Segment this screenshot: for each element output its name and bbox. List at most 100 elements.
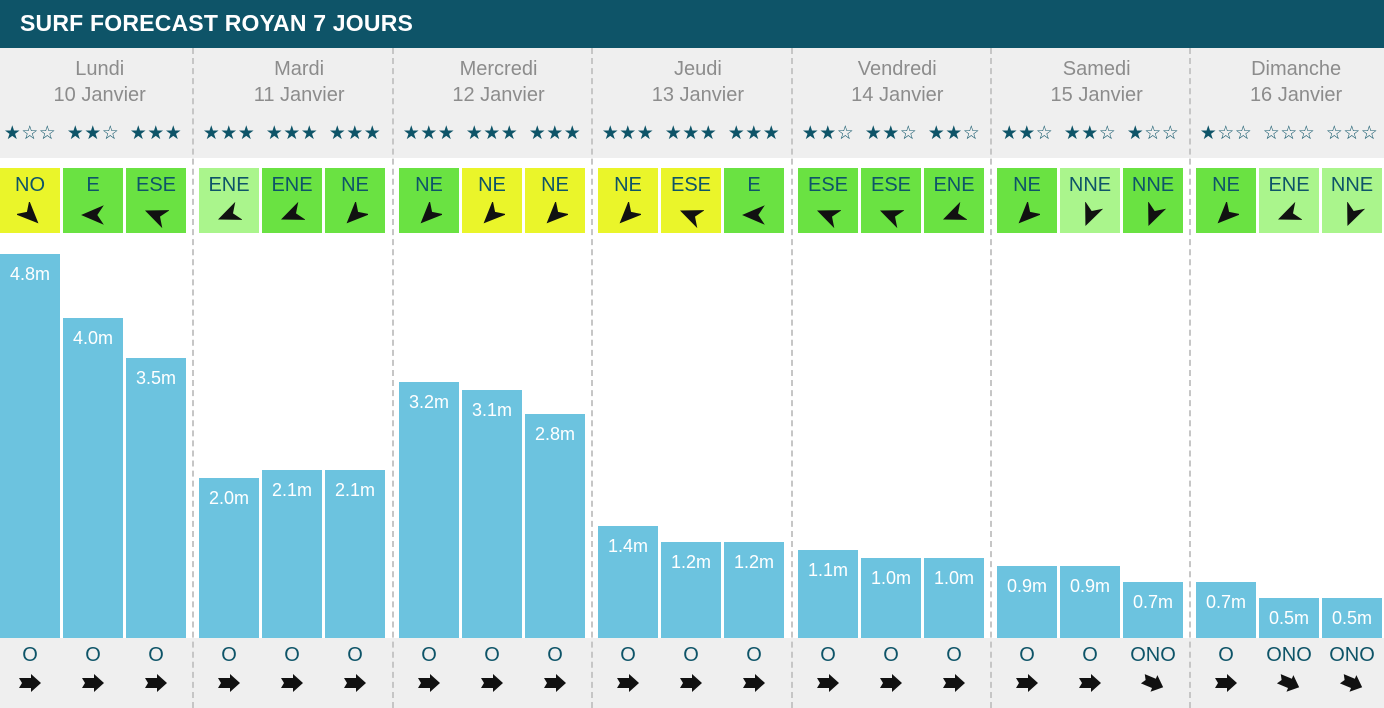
wind-direction-arrow-icon bbox=[217, 202, 242, 220]
swell-direction-label: O bbox=[683, 644, 699, 666]
rating-stars: ★★★ bbox=[402, 123, 456, 144]
swell-direction-arrow-icon bbox=[281, 674, 303, 692]
swell-direction-label: ONO bbox=[1329, 644, 1375, 666]
rating-stars: ★★☆ bbox=[1000, 123, 1054, 144]
rating-stars: ★★★ bbox=[664, 123, 718, 144]
swell-direction-arrow-icon bbox=[344, 674, 366, 692]
wind-direction-label: E bbox=[747, 174, 761, 196]
wave-height-label: 1.0m bbox=[933, 568, 975, 588]
swell-direction-label: O bbox=[1082, 644, 1098, 666]
wind-box: ENE bbox=[262, 168, 322, 233]
wave-height-label: 0.9m bbox=[1069, 576, 1111, 596]
rating-stars: ★★☆ bbox=[801, 123, 855, 144]
wind-direction-label: NE bbox=[1013, 174, 1041, 196]
wave-height-bar: 4.0m bbox=[63, 318, 123, 638]
wave-height-bar: 3.2m bbox=[399, 382, 459, 638]
day-header: Mardi 11 Janvier bbox=[199, 48, 398, 128]
rating-stars: ★★★ bbox=[465, 123, 519, 144]
wave-height-bar: 0.5m bbox=[1259, 598, 1319, 638]
wind-box: NE bbox=[325, 168, 385, 233]
swell-direction-label: O bbox=[22, 644, 38, 666]
wind-box: ENE bbox=[924, 168, 984, 233]
day-divider bbox=[990, 48, 992, 708]
wind-direction-label: NE bbox=[1212, 174, 1240, 196]
wave-height-bar: 0.9m bbox=[1060, 566, 1120, 638]
day-header: Jeudi 13 Janvier bbox=[598, 48, 797, 128]
swell-band bbox=[0, 638, 1384, 708]
swell-direction-label: O bbox=[421, 644, 437, 666]
wind-box: NE bbox=[462, 168, 522, 233]
swell-direction-label: O bbox=[85, 644, 101, 666]
wind-direction-label: NE bbox=[541, 174, 569, 196]
rating-stars: ★★☆ bbox=[864, 123, 918, 144]
wave-height-bar: 2.8m bbox=[525, 414, 585, 638]
swell-direction-arrow-icon bbox=[1079, 674, 1101, 692]
wind-direction-label: NE bbox=[341, 174, 369, 196]
day-header: Lundi 10 Janvier bbox=[0, 48, 199, 128]
wind-box: NE bbox=[1196, 168, 1256, 233]
day-divider bbox=[192, 48, 195, 708]
wind-direction-label: NNE bbox=[1330, 174, 1374, 196]
rating-stars: ★★★ bbox=[727, 123, 781, 144]
rating-stars: ★★★ bbox=[202, 123, 256, 144]
day-divider bbox=[790, 48, 793, 708]
swell-direction-arrow-icon bbox=[880, 674, 902, 692]
wind-direction-label: ESE bbox=[870, 174, 912, 196]
wind-direction-arrow-icon bbox=[1018, 202, 1040, 224]
day-date: 12 Janvier bbox=[452, 84, 545, 106]
swell-direction-arrow-icon bbox=[1215, 674, 1237, 692]
swell-direction-label: O bbox=[547, 644, 563, 666]
wind-direction-label: NE bbox=[614, 174, 642, 196]
wind-direction-arrow-icon bbox=[816, 210, 841, 228]
wind-direction-arrow-icon bbox=[742, 205, 765, 225]
rating-stars: ★★★ bbox=[601, 123, 655, 144]
swell-direction-arrow-icon bbox=[481, 674, 503, 692]
swell-direction-label: O bbox=[820, 644, 836, 666]
day-divider bbox=[1189, 48, 1192, 708]
swell-direction-arrow-icon bbox=[1339, 674, 1363, 692]
wind-direction-label: NO bbox=[15, 174, 45, 196]
page-title: SURF FORECAST ROYAN 7 JOURS bbox=[20, 10, 414, 36]
wave-height-label: 3.2m bbox=[408, 392, 450, 412]
wind-box: ESE bbox=[861, 168, 921, 233]
swell-direction-label: O bbox=[284, 644, 300, 666]
header: SURF FORECAST ROYAN 7 JOURS bbox=[0, 0, 1384, 48]
day-name: Vendredi bbox=[857, 58, 937, 80]
wind-direction-arrow-icon bbox=[346, 202, 368, 224]
wave-height-bar: 3.1m bbox=[462, 390, 522, 638]
wind-box: NO bbox=[0, 168, 60, 233]
swell-direction-label: O bbox=[148, 644, 164, 666]
wind-box: NE bbox=[525, 168, 585, 233]
wind-direction-arrow-icon bbox=[942, 202, 967, 220]
day-date: 16 Janvier bbox=[1249, 84, 1343, 106]
wave-height-label: 0.5m bbox=[1268, 608, 1310, 628]
wind-direction-arrow-icon bbox=[1217, 202, 1239, 224]
wave-height-label: 0.9m bbox=[1006, 576, 1048, 596]
day-name: Lundi bbox=[75, 58, 125, 80]
wind-direction-label: E bbox=[86, 174, 100, 196]
swell-direction-label: O bbox=[620, 644, 636, 666]
wind-direction-arrow-icon bbox=[1347, 202, 1365, 227]
swell-direction-arrow-icon bbox=[617, 674, 639, 692]
swell-direction-arrow-icon bbox=[943, 674, 965, 692]
rating-stars: ☆☆☆ bbox=[1325, 123, 1379, 144]
wind-direction-arrow-icon bbox=[280, 202, 305, 220]
day-name: Mardi bbox=[274, 58, 325, 80]
wave-height-label: 4.8m bbox=[9, 264, 51, 284]
wind-box: ESE bbox=[126, 168, 186, 233]
rating-stars: ★☆☆ bbox=[1126, 123, 1180, 144]
wave-height-bar: 2.1m bbox=[262, 470, 322, 638]
rating-stars: ★★★ bbox=[129, 123, 183, 144]
rating-stars: ★★☆ bbox=[927, 123, 981, 144]
day-date: 14 Janvier bbox=[851, 84, 944, 106]
wind-direction-label: ENE bbox=[208, 174, 250, 196]
swell-direction-label: ONO bbox=[1130, 644, 1176, 666]
wind-direction-arrow-icon bbox=[1085, 202, 1103, 227]
swell-direction-label: O bbox=[746, 644, 762, 666]
wave-height-bar: 4.8m bbox=[0, 254, 60, 638]
swell-direction-label: ONO bbox=[1266, 644, 1312, 666]
wave-height-label: 2.0m bbox=[208, 488, 250, 508]
wave-height-label: 3.1m bbox=[471, 400, 513, 420]
swell-direction-label: O bbox=[1019, 644, 1035, 666]
swell-direction-label: O bbox=[347, 644, 363, 666]
